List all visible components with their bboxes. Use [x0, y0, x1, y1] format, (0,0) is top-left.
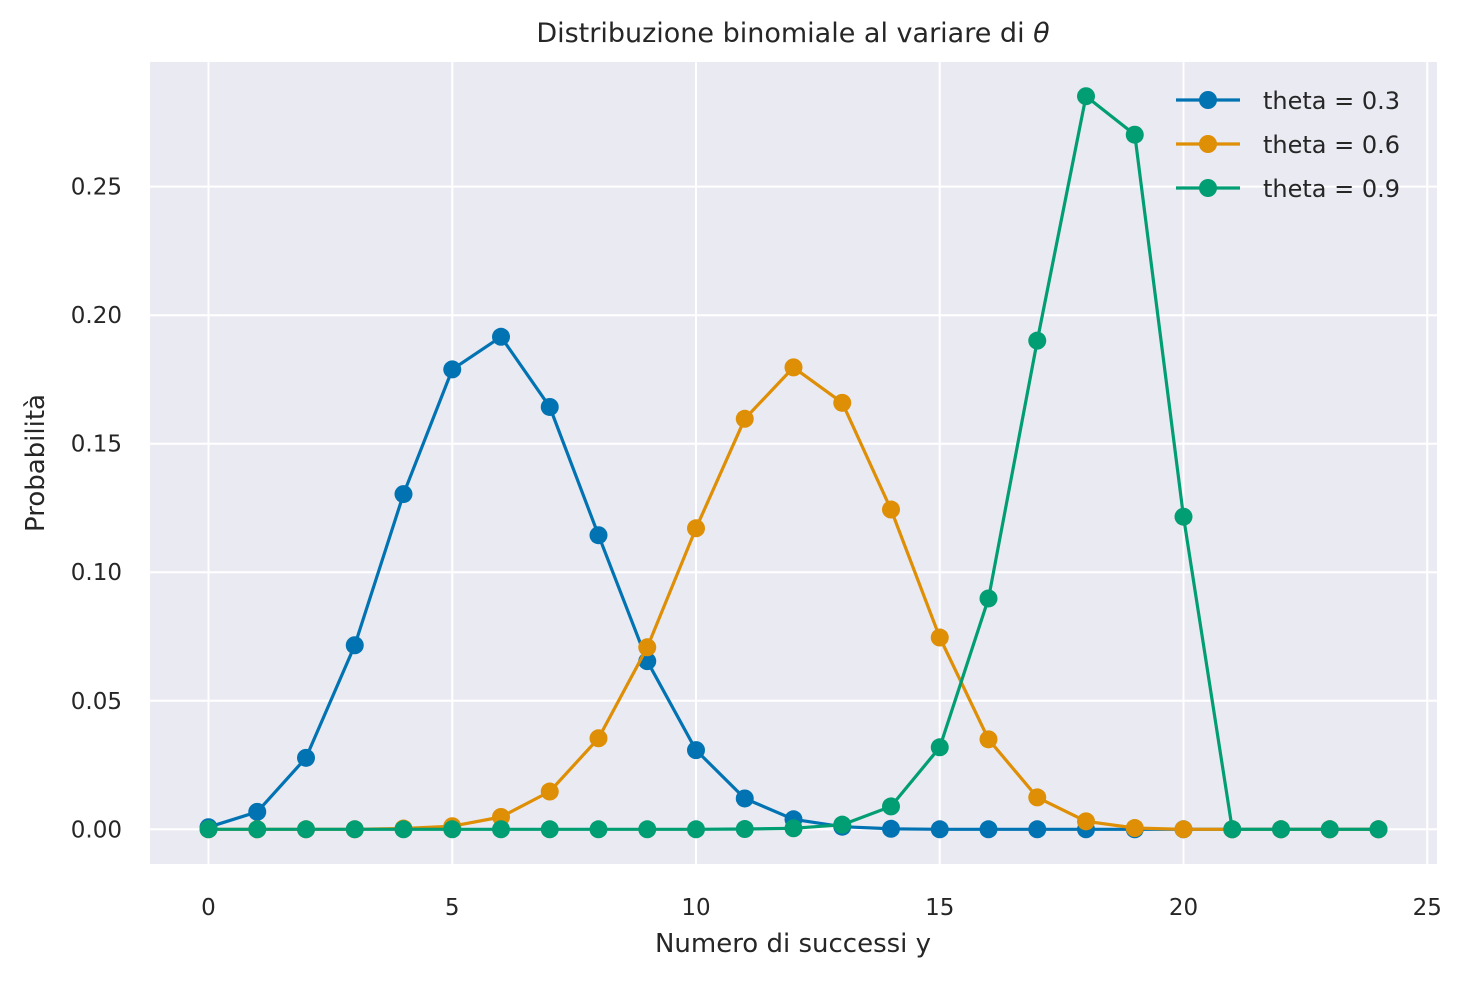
y-tick-label: 0.05 [71, 689, 122, 715]
data-point [443, 820, 462, 839]
data-point [1174, 820, 1193, 839]
data-point [1028, 788, 1047, 807]
data-point [735, 820, 754, 839]
data-point [1125, 819, 1144, 838]
data-point [394, 485, 413, 504]
legend-label: theta = 0.3 [1263, 87, 1400, 115]
data-point [833, 815, 852, 834]
legend-entry: theta = 0.9 [1176, 175, 1400, 203]
data-point [589, 526, 608, 545]
x-axis-label: Numero di successi y [655, 929, 931, 959]
data-point [930, 628, 949, 647]
data-point [1272, 820, 1290, 839]
plot-background [150, 62, 1437, 864]
data-point [979, 589, 998, 608]
data-point [492, 327, 510, 346]
legend-label: theta = 0.6 [1263, 131, 1400, 159]
legend-marker [1199, 179, 1217, 197]
data-point [833, 393, 852, 412]
data-point [882, 797, 900, 816]
data-point [199, 820, 218, 839]
y-axis-ticks: 0.00 0.05 0.10 0.15 0.20 0.25 [71, 175, 122, 844]
data-point [930, 738, 949, 757]
x-axis-ticks: 0 5 10 15 20 25 [201, 895, 1442, 921]
data-point [589, 820, 608, 839]
data-point [1125, 125, 1144, 144]
legend-marker [1199, 135, 1217, 153]
data-point [492, 820, 510, 839]
data-point [1077, 812, 1095, 831]
data-point [638, 820, 657, 839]
data-point [1174, 507, 1193, 526]
data-point [492, 807, 510, 826]
data-point [297, 820, 315, 839]
data-point [540, 782, 559, 801]
data-point [1028, 820, 1047, 839]
data-point [882, 500, 900, 519]
x-tick-label: 15 [925, 895, 954, 921]
data-point [248, 802, 267, 821]
y-tick-label: 0.15 [71, 432, 122, 458]
data-point [297, 748, 315, 767]
data-point [345, 820, 364, 839]
data-point [687, 519, 705, 538]
chart-title: Distribuzione binomiale al variare di θ [536, 18, 1049, 49]
legend: theta = 0.3 theta = 0.6 theta = 0.9 [1176, 87, 1400, 203]
data-point [394, 820, 413, 839]
data-point [1369, 820, 1388, 839]
data-point [784, 358, 803, 377]
y-tick-label: 0.10 [71, 560, 122, 586]
data-point [930, 820, 949, 839]
data-point [248, 820, 267, 839]
data-point [882, 819, 900, 838]
data-point [735, 409, 754, 428]
data-point [687, 820, 705, 839]
data-point [345, 636, 364, 655]
x-tick-label: 25 [1413, 895, 1442, 921]
data-point [735, 789, 754, 808]
y-tick-label: 0.25 [71, 175, 122, 201]
data-point [443, 360, 462, 379]
y-axis-label: Probabilità [21, 394, 51, 532]
data-point [638, 638, 657, 657]
series-layer [199, 87, 1388, 839]
data-point [1320, 820, 1339, 839]
x-tick-label: 20 [1169, 895, 1198, 921]
series-3 [199, 87, 1388, 839]
data-point [784, 819, 803, 838]
title-theta-symbol: θ [1033, 18, 1050, 49]
legend-label: theta = 0.9 [1263, 175, 1400, 203]
x-tick-label: 10 [681, 895, 710, 921]
y-tick-label: 0.00 [71, 817, 122, 843]
data-point [979, 730, 998, 749]
legend-entry: theta = 0.6 [1176, 131, 1400, 159]
data-point [1077, 87, 1095, 106]
data-point [1028, 331, 1047, 350]
data-point [979, 820, 998, 839]
legend-entry: theta = 0.3 [1176, 87, 1400, 115]
data-point [589, 729, 608, 748]
data-point [1223, 820, 1242, 839]
y-tick-label: 0.20 [71, 303, 122, 329]
data-point [687, 741, 705, 760]
data-point [540, 397, 559, 416]
x-tick-label: 5 [445, 895, 460, 921]
legend-marker [1199, 91, 1217, 109]
data-point [540, 820, 559, 839]
x-tick-label: 0 [201, 895, 216, 921]
